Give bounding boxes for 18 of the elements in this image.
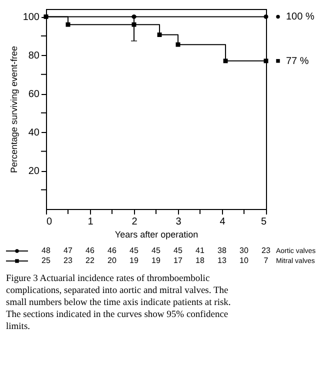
y-tick-label: 80 [28,50,40,62]
x-tick-label: 4 [220,216,226,228]
annotation: 100 % [286,12,314,23]
x-tick-label: 2 [132,216,138,228]
y-tick-label: 100 [22,12,40,24]
text: 25 23 22 20 19 19 17 18 13 10 7 [42,256,268,265]
y-tick-label: 60 [28,89,40,100]
caption: Figure 3 Actuarial incidence rates of thromboembolic complications, separated into aortic and mitral valves. The small numbers below the time axis indicate patients at risk. The sections indicated in the curves show 95% confidence limits. [6,274,231,332]
y-axis-title: Percentage surviving event-free [8,46,19,174]
x-tick-label: 3 [176,216,182,228]
x-tick-label: 1 [88,216,94,228]
x-tick-label: 0 [46,216,52,228]
x-axis-title: Years after operation [114,230,198,240]
y-tick-label: 40 [28,128,40,139]
annotation: 77 % [286,56,309,67]
y-tick-label: 20 [28,166,40,178]
text: 48 47 46 46 45 45 45 41 38 30 23 [42,246,270,255]
x-tick-label: 5 [260,216,267,228]
